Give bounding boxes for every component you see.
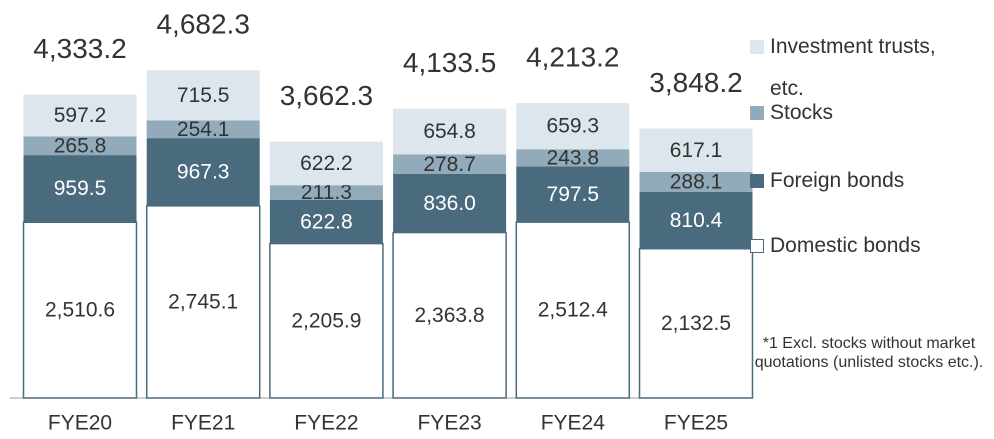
data-label: 654.8 (423, 120, 476, 143)
total-label: 4,333.2 (33, 33, 126, 64)
x-tick-label: FYE25 (664, 412, 728, 435)
data-label: 2,132.5 (661, 312, 731, 335)
bar-segment (639, 191, 753, 249)
bar-segment (22, 221, 138, 399)
data-label: 836.0 (423, 192, 476, 215)
bar-segment (146, 138, 260, 206)
legend-label: Foreign bonds (770, 169, 905, 192)
bar-segment (639, 128, 753, 172)
bar-segment (23, 136, 137, 156)
bar-segment (23, 94, 137, 137)
bar-segment (393, 174, 507, 233)
total-label: 3,662.3 (280, 80, 373, 111)
data-label: 211.3 (301, 181, 352, 204)
total-label: 3,848.2 (649, 67, 742, 98)
bar-segment (269, 185, 383, 200)
data-label: 243.8 (547, 146, 600, 169)
data-label: 2,363.8 (415, 304, 485, 327)
bar-segment (146, 120, 260, 139)
bar-segment (516, 149, 630, 167)
data-label: 617.1 (670, 139, 723, 162)
legend-item: Stocks (750, 92, 980, 134)
data-label: 622.2 (300, 152, 353, 175)
bar-segment (515, 221, 631, 399)
bar-segment (516, 166, 630, 223)
bar-segment (145, 205, 261, 399)
data-label: 622.8 (300, 210, 353, 233)
bar-segment (516, 103, 630, 150)
data-label: 715.5 (177, 84, 230, 107)
legend-item: Domestic bonds (750, 225, 980, 267)
legend-swatch (750, 174, 764, 188)
data-label: 2,512.4 (538, 299, 608, 322)
data-label: 597.2 (54, 104, 107, 127)
data-label: 2,510.6 (45, 299, 115, 322)
data-label: 810.4 (670, 209, 723, 232)
total-label: 4,682.3 (156, 9, 249, 40)
bar-segment (146, 70, 260, 121)
legend-label: Stocks (770, 101, 834, 124)
bar-segment (269, 141, 383, 186)
x-tick-label: FYE24 (541, 412, 606, 435)
data-label: 288.1 (670, 170, 723, 193)
legend-swatch (750, 40, 764, 54)
bar-segment (392, 231, 507, 399)
bar-segment (269, 242, 384, 399)
total-label: 4,133.5 (403, 47, 496, 78)
legend-item: Investment trusts, etc. (750, 26, 968, 110)
x-tick-label: FYE20 (48, 412, 112, 435)
bar-segment (23, 155, 137, 223)
footnote: *1 Excl. stocks without market quotation… (754, 335, 984, 371)
bar-segment (393, 154, 507, 175)
total-label: 4,213.2 (526, 41, 619, 72)
bar-segment (393, 108, 507, 155)
legend-label: Investment trusts, etc. (770, 35, 936, 100)
data-label: 967.3 (177, 161, 230, 184)
legend-item: Foreign bonds (750, 160, 980, 202)
x-tick-label: FYE21 (171, 412, 235, 435)
data-label: 278.7 (423, 153, 476, 176)
data-label: 2,745.1 (168, 290, 238, 313)
bar-segment (638, 247, 754, 399)
bar-segment (269, 199, 383, 244)
data-label: 265.8 (54, 134, 107, 157)
data-label: 659.3 (547, 115, 600, 138)
x-tick-label: FYE23 (417, 412, 481, 435)
data-label: 797.5 (547, 183, 600, 206)
legend-swatch (750, 106, 764, 120)
x-tick-label: FYE22 (294, 412, 358, 435)
legend-label: Domestic bonds (770, 234, 921, 257)
data-label: 959.5 (54, 177, 107, 200)
bar-segment (639, 171, 753, 192)
data-label: 254.1 (177, 118, 230, 141)
data-label: 2,205.9 (291, 309, 361, 332)
legend-swatch (750, 239, 764, 253)
